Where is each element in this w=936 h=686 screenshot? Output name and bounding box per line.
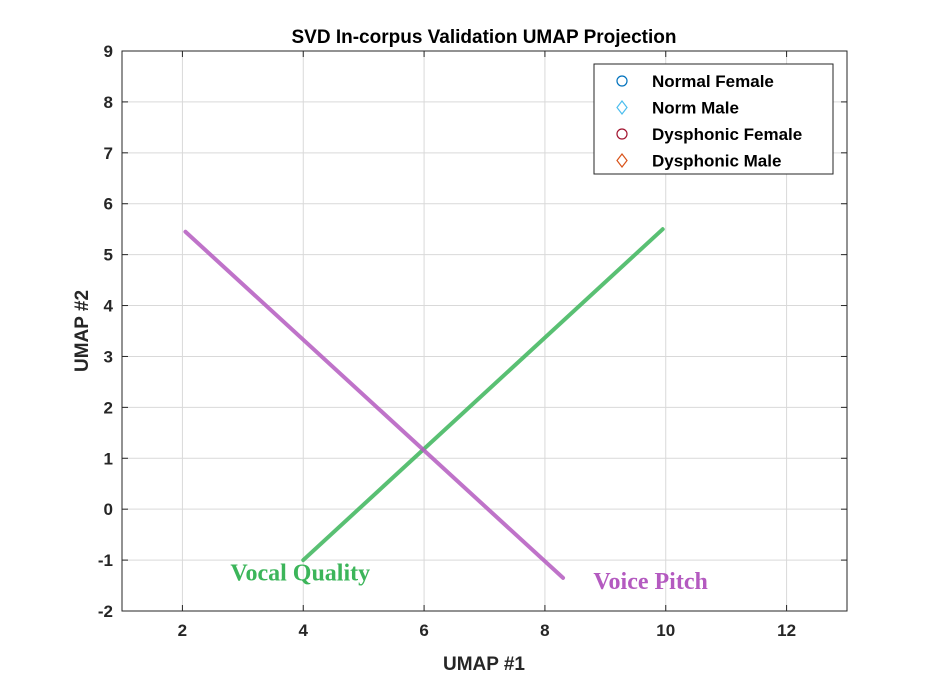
y-tick-label: 0 (104, 500, 113, 519)
y-tick-label: 6 (104, 195, 113, 214)
legend-box (593, 63, 834, 175)
y-tick-label: 9 (104, 42, 113, 61)
x-tick-label: 4 (299, 621, 309, 640)
legend-label-norm-male: Norm Male (652, 99, 739, 118)
x-tick-label: 10 (656, 621, 675, 640)
legend-marker-dysphonic-male (616, 153, 628, 168)
legend: Normal Female Norm Male Dysphonic Female Dy… (593, 63, 834, 175)
y-tick-label: 7 (104, 144, 113, 163)
y-tick-label: 8 (104, 93, 113, 112)
y-tick-label: 2 (104, 398, 113, 417)
axes-box (121, 50, 848, 612)
y-tick-label: 5 (104, 246, 113, 265)
legend-marker-normal-female (616, 75, 628, 87)
series-line-voice-pitch (183, 229, 566, 580)
y-tick-label: 3 (104, 347, 113, 366)
x-tick-label: 2 (178, 621, 187, 640)
annotation-vocal-quality: Vocal Quality (230, 560, 370, 586)
series-line-vocal-quality (301, 227, 665, 563)
chart-title: SVD In-corpus Validation UMAP Projection (292, 27, 677, 48)
legend-marker-dysphonic-female (616, 128, 628, 140)
legend-label-normal-female: Normal Female (652, 72, 774, 91)
x-tick-label: 6 (419, 621, 428, 640)
x-tick-label: 12 (777, 621, 796, 640)
legend-label-dysphonic-male: Dysphonic Male (652, 152, 781, 171)
y-tick-label: -2 (98, 602, 113, 621)
y-tick-label: 4 (104, 297, 114, 316)
x-axis-label: UMAP #1 (443, 654, 525, 675)
legend-marker-norm-male (616, 100, 628, 115)
y-tick-label: 1 (104, 449, 113, 468)
annotation-voice-pitch: Voice Pitch (593, 569, 707, 595)
x-tick-label: 8 (540, 621, 549, 640)
y-tick-label: -1 (98, 551, 113, 570)
series-layer (183, 227, 665, 580)
annotation-layer: Vocal Quality Voice Pitch (230, 560, 708, 595)
y-axis-label: UMAP #2 (72, 290, 93, 372)
legend-label-dysphonic-female: Dysphonic Female (652, 125, 802, 144)
